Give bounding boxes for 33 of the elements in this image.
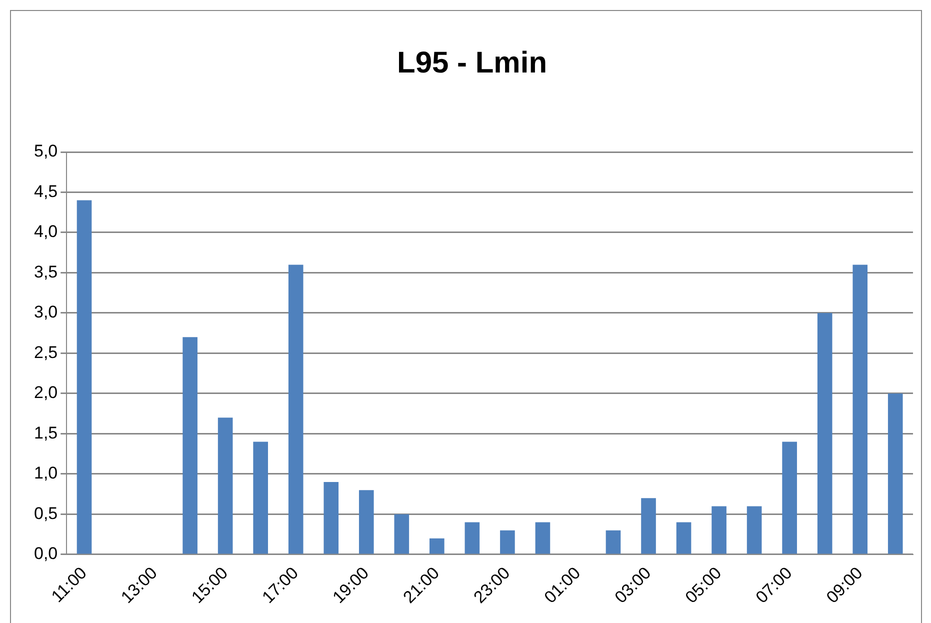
bar <box>888 393 903 554</box>
bar <box>712 506 726 554</box>
bar <box>606 530 621 554</box>
y-tick-label: 2,5 <box>34 342 58 362</box>
y-tick-label: 3,0 <box>34 302 58 322</box>
y-tick-label: 0,0 <box>34 544 58 564</box>
bar <box>676 522 692 554</box>
y-tick-label: 1,5 <box>34 423 58 442</box>
bar <box>852 264 868 554</box>
bar <box>746 506 762 554</box>
bar <box>394 514 410 554</box>
bar <box>817 313 832 554</box>
y-tick-label: 0,5 <box>34 504 58 523</box>
bar <box>324 482 339 554</box>
bar <box>535 522 550 554</box>
y-tick-label: 3,5 <box>34 262 58 282</box>
bar <box>218 418 233 554</box>
y-tick-label: 4,0 <box>34 222 58 242</box>
y-tick-label: 1,0 <box>34 464 58 483</box>
bar <box>358 490 374 554</box>
bar <box>76 200 92 554</box>
bar <box>782 442 797 554</box>
bar <box>500 530 515 554</box>
y-tick-label: 2,0 <box>34 383 58 402</box>
y-tick-label: 5,0 <box>34 142 58 161</box>
bar <box>182 337 198 554</box>
bar <box>464 522 480 554</box>
bar <box>641 498 656 554</box>
bar <box>430 538 444 554</box>
bar <box>253 442 268 554</box>
y-tick-label: 4,5 <box>34 182 58 201</box>
bar <box>288 264 304 554</box>
chart-title: L95 - Lmin <box>396 46 548 80</box>
